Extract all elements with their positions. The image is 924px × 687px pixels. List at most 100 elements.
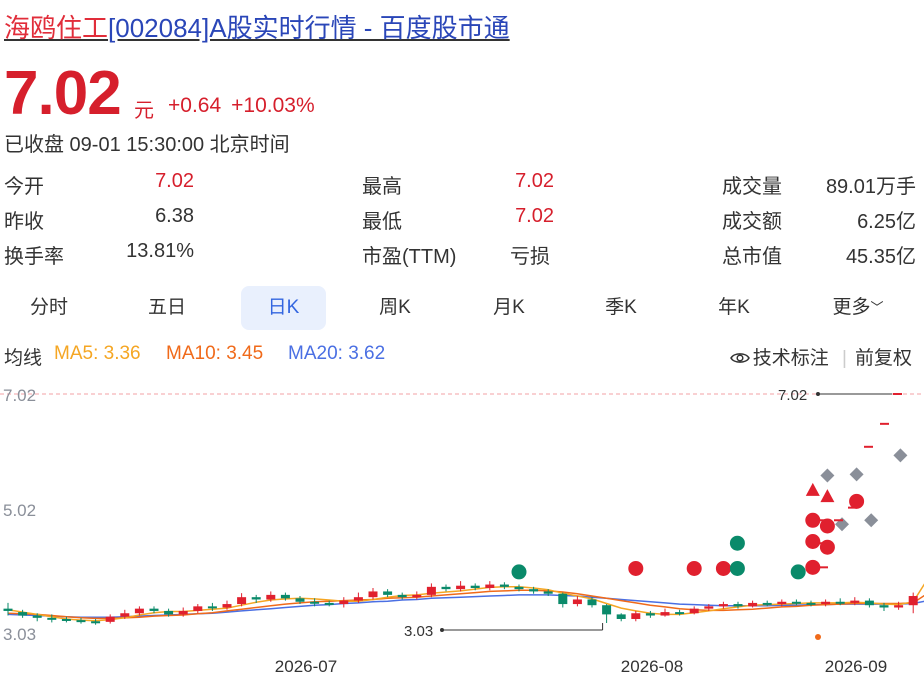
- stat-label: 市盈(TTM): [362, 246, 457, 268]
- candle-body: [543, 591, 553, 594]
- candle-body: [61, 618, 71, 621]
- candle-body: [266, 594, 276, 600]
- signal-dot: [511, 564, 527, 580]
- candle-body: [821, 601, 831, 605]
- signal-diamond: [820, 468, 835, 483]
- page-title[interactable]: 海鸥住工[002084]A股实时行情 - 百度股市通: [4, 8, 510, 45]
- candle-body: [412, 594, 422, 598]
- signal-dot: [849, 493, 865, 509]
- candle-body: [733, 604, 743, 607]
- signal-dot: [819, 518, 835, 534]
- candle-body: [310, 601, 320, 604]
- signal-diamond: [849, 467, 864, 482]
- chart-tools: 技术标注 | 前复权: [729, 343, 912, 370]
- stat-value: 7.02: [515, 205, 554, 227]
- tab-five-day[interactable]: 五日: [147, 297, 186, 318]
- candle-body: [470, 585, 480, 588]
- eye-icon: [729, 353, 750, 363]
- candle-body: [456, 585, 466, 590]
- candle-body: [105, 616, 115, 622]
- candle-body: [383, 591, 393, 595]
- signal-dot: [729, 535, 745, 551]
- signal-triangle: [805, 482, 820, 496]
- candle-body: [134, 608, 144, 614]
- stat-value: 7.02: [155, 170, 194, 192]
- candle-body: [704, 606, 714, 609]
- x-tick-label: 2026-07: [275, 657, 337, 676]
- stock-code-title[interactable]: [002084]A股实时行情 - 百度股市通: [108, 13, 510, 43]
- candle-body: [397, 594, 407, 598]
- stat-value: 6.38: [155, 205, 194, 227]
- candle-body: [353, 597, 363, 601]
- candle-body: [251, 597, 261, 600]
- signal-dot: [805, 512, 821, 528]
- candle-body: [207, 606, 217, 609]
- candle-body: [32, 615, 42, 618]
- signal-dot: [628, 560, 644, 576]
- tech-annotation-toggle[interactable]: 技术标注: [729, 348, 834, 369]
- candle-body: [280, 594, 290, 599]
- candle-body: [485, 584, 495, 588]
- stock-name[interactable]: 海鸥住工: [4, 13, 109, 43]
- signal-diamond: [893, 448, 908, 463]
- candle-body: [645, 613, 655, 616]
- current-price: 7.02: [4, 59, 122, 128]
- candle-body: [660, 612, 670, 616]
- ma20-value: MA20: 3.62: [288, 343, 386, 364]
- candle-body: [777, 601, 787, 605]
- stat-value: 6.25亿: [857, 211, 916, 233]
- signal-dot: [686, 560, 702, 576]
- candle-body: [499, 584, 509, 587]
- y-tick-label: 3.03: [3, 625, 36, 644]
- signal-dot: [819, 539, 835, 555]
- candle-body: [368, 591, 378, 598]
- candle-body: [324, 602, 334, 605]
- ma10-value: MA10: 3.45: [166, 343, 264, 364]
- stat-value: 亏损: [510, 246, 550, 268]
- stat-label: 成交量: [722, 176, 782, 198]
- candle-body: [806, 602, 816, 605]
- stat-label: 昨收: [4, 211, 44, 233]
- tab-more[interactable]: 更多﹀: [818, 286, 898, 330]
- stat-label: 今开: [4, 176, 44, 198]
- stat-label: 最低: [362, 211, 402, 233]
- signal-diamond: [864, 513, 879, 528]
- candle-body: [295, 598, 305, 602]
- tab-daily-k[interactable]: 日K: [241, 286, 326, 330]
- tab-yearly-k[interactable]: 年K: [718, 297, 750, 318]
- market-status: 已收盘 09-01 15:30:00 北京时间: [4, 134, 290, 156]
- candle-body: [441, 586, 451, 590]
- candle-body: [850, 600, 860, 603]
- candle-body: [631, 613, 641, 619]
- tab-intraday[interactable]: 分时: [29, 297, 68, 318]
- candle-body: [894, 605, 904, 608]
- stat-label: 最高: [362, 176, 402, 198]
- ma10-line: [7, 589, 924, 620]
- candle-body: [120, 613, 130, 617]
- chevron-down-icon: ﹀: [870, 300, 884, 315]
- candle-body: [718, 604, 728, 607]
- candle-body: [908, 596, 918, 606]
- candle-body: [791, 601, 801, 604]
- candle-body: [864, 600, 874, 606]
- kline-chart[interactable]: 7.02 5.02 3.03 7.02 3.03 2026-07 2026-08 2026-0…: [0, 378, 924, 687]
- tab-weekly-k[interactable]: 周K: [379, 297, 411, 318]
- tab-monthly-k[interactable]: 月K: [493, 297, 525, 318]
- tab-quarterly-k[interactable]: 季K: [605, 297, 637, 318]
- signal-triangle: [820, 489, 835, 503]
- low-leader-dot: [440, 628, 444, 632]
- signal-dot: [805, 559, 821, 575]
- signal-dot: [729, 560, 745, 576]
- candle-body: [748, 602, 758, 607]
- adjust-toggle[interactable]: 前复权: [854, 348, 912, 369]
- ma5-value: MA5: 3.36: [54, 343, 141, 364]
- candle-body: [675, 612, 685, 615]
- candle-body: [762, 602, 772, 605]
- candle-body: [222, 604, 232, 608]
- low-annotation: 3.03: [404, 623, 433, 640]
- high-annotation: 7.02: [778, 387, 807, 404]
- candle-body: [149, 608, 159, 611]
- candle-body: [587, 599, 597, 606]
- candle-body: [616, 614, 626, 619]
- candle-body: [339, 600, 349, 605]
